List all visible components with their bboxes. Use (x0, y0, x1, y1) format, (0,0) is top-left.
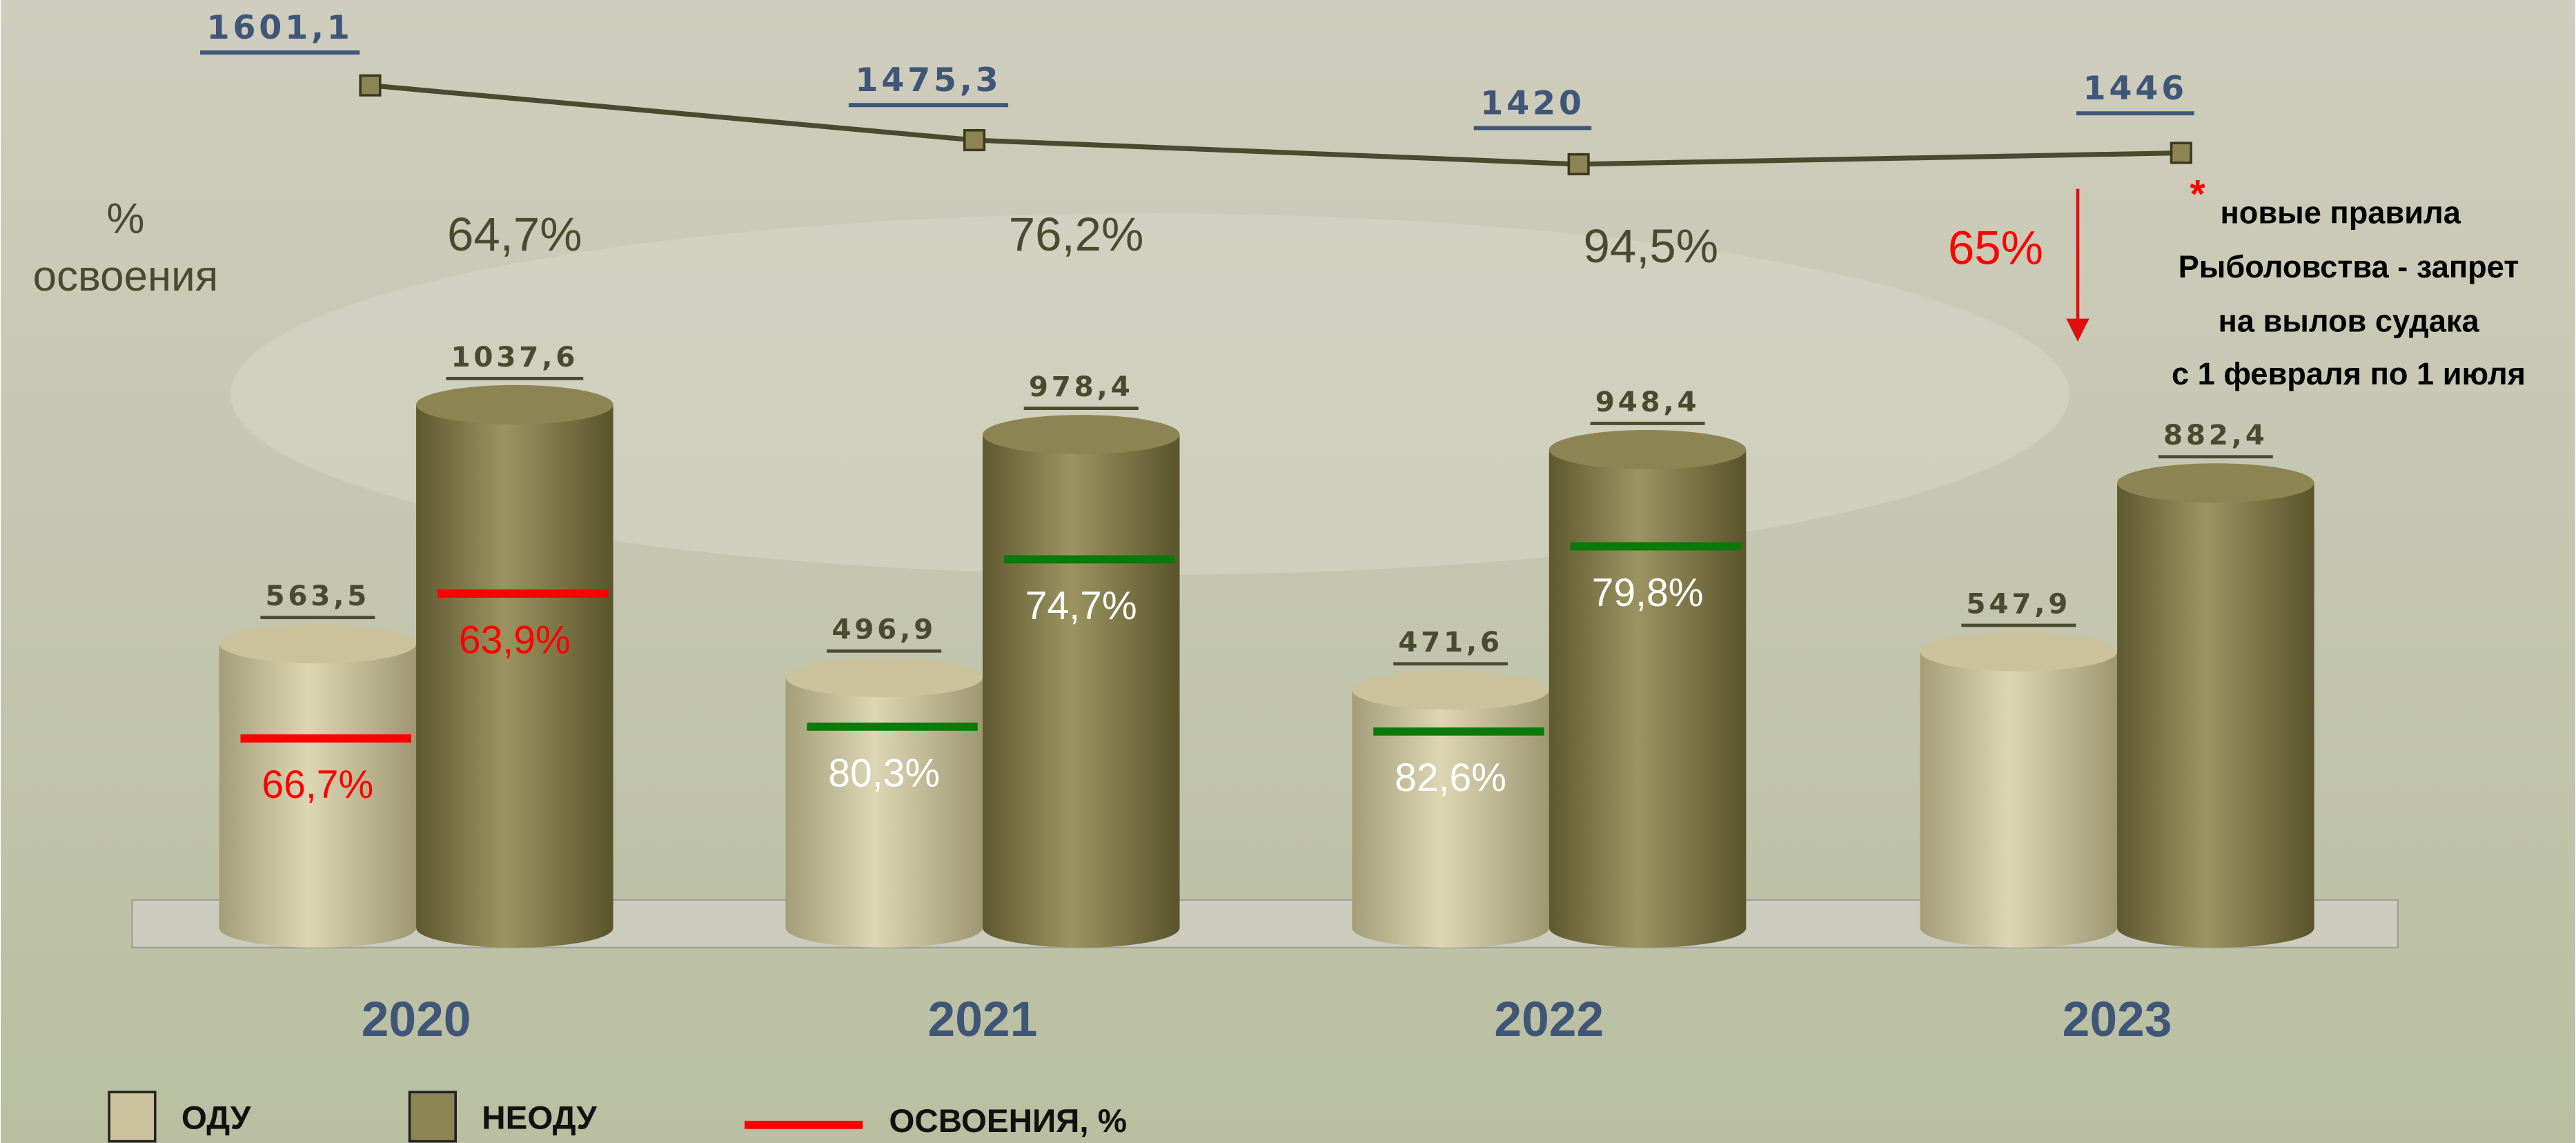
bar-top (416, 384, 613, 424)
bar (785, 677, 983, 928)
bar-bottom (416, 908, 613, 948)
value-label: 978,4 (1029, 370, 1134, 403)
legend-label: НЕОДУ (482, 1100, 598, 1136)
pct-title: % (106, 195, 144, 243)
x-tick-label: 2022 (1494, 992, 1604, 1047)
bar (219, 643, 417, 928)
note: новые правила (2220, 195, 2461, 231)
bar (2117, 482, 2314, 928)
line-label: 1475,3 (855, 61, 1001, 99)
total-pct: 64,7% (447, 208, 582, 261)
bar-bottom (1920, 908, 2118, 948)
bar-top (1920, 632, 2118, 672)
pct-label: 82,6% (1395, 756, 1506, 800)
bar-top (1352, 670, 1549, 710)
x-tick-label: 2023 (2063, 992, 2172, 1047)
note: Рыболовства - запрет (2179, 249, 2519, 284)
bar (1548, 449, 1747, 928)
pct-title: освоения (33, 253, 219, 300)
bar-bottom (2117, 908, 2314, 948)
value-label: 1037,6 (451, 340, 579, 373)
pct-label: 80,3% (828, 751, 940, 795)
pct-label: 74,7% (1025, 584, 1137, 628)
line-point (2170, 141, 2192, 164)
bar-bottom (1352, 908, 1549, 948)
bar (1920, 652, 2118, 928)
bar-top (219, 624, 417, 664)
legend-swatch (408, 1091, 457, 1143)
pct-label: 63,9% (459, 618, 571, 662)
bar-top (785, 657, 983, 697)
line-label: 1446 (2083, 70, 2187, 108)
line-point (1567, 153, 1590, 175)
value-label: 948,4 (1595, 385, 1700, 418)
legend-label: ОДУ (181, 1100, 252, 1136)
note: с 1 февраля по 1 июля (2172, 356, 2526, 391)
total-pct: 76,2% (1009, 208, 1144, 261)
bar-bottom (219, 908, 417, 948)
line-point (963, 128, 986, 152)
bar (982, 434, 1180, 928)
value-label: 882,4 (2163, 418, 2268, 451)
bar (1352, 690, 1549, 928)
bar (416, 404, 613, 928)
x-tick-label: 2021 (928, 992, 1038, 1047)
legend-label: ОСВОЕНИЯ, % (889, 1103, 1127, 1140)
value-label: 496,9 (832, 613, 936, 646)
bar-top (982, 415, 1180, 455)
total-pct: 94,5% (1583, 219, 1718, 273)
value-label: 471,6 (1398, 625, 1503, 658)
pct-label: 66,7% (262, 763, 373, 807)
value-label: 563,5 (265, 579, 370, 612)
line-label: 1420 (1480, 84, 1584, 122)
line-label: 1601,1 (207, 9, 353, 47)
bar-bottom (982, 908, 1180, 948)
bar-top (1548, 430, 1747, 470)
bar-top (2117, 463, 2314, 503)
note-mark: * (2190, 173, 2206, 217)
line (370, 83, 2181, 167)
pct-label: 79,8% (1592, 571, 1704, 615)
x-tick-label: 2020 (362, 992, 471, 1047)
legend-swatch (108, 1091, 157, 1143)
line-point (359, 74, 382, 97)
value-label: 547,9 (1966, 587, 2071, 620)
total-pct: 65% (1948, 221, 2043, 274)
bar-bottom (785, 908, 983, 948)
arrow-head (2066, 318, 2090, 342)
note: на вылов судака (2218, 304, 2479, 339)
bar-bottom (1548, 908, 1747, 948)
